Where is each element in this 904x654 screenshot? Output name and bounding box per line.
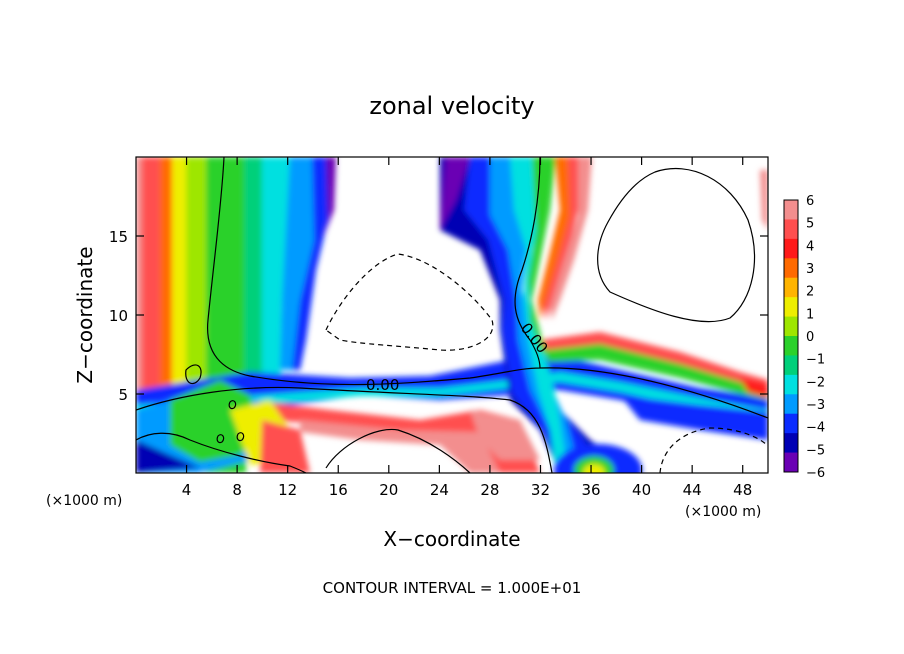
colorbar-tick-label: 0 (806, 330, 814, 345)
field-lowerleft-red (260, 420, 310, 473)
x-tick-label: 16 (329, 481, 348, 499)
x-tick-label: 4 (182, 481, 192, 499)
colorbar-swatch (784, 394, 798, 415)
y-tick-label: 15 (109, 228, 128, 246)
colorbar-swatch (784, 433, 798, 454)
y-axis: 5 10 15 (109, 228, 768, 404)
field-band-lower-red (250, 400, 540, 473)
field-center-red (544, 157, 582, 320)
x-unit-label-right: (×1000 m) (685, 504, 761, 520)
y-tick-label: 5 (118, 386, 128, 404)
colorbar-tick-label: 5 (806, 217, 814, 232)
x-unit-label-left: (×1000 m) (46, 493, 122, 509)
x-tick-label: 32 (531, 481, 550, 499)
x-tick-label: 40 (632, 481, 651, 499)
colorbar-swatch (784, 277, 798, 298)
colorbar-swatch (784, 316, 798, 337)
field-right-top-pink (760, 170, 768, 230)
colorbar-swatch (784, 374, 798, 395)
field-center-purple (440, 157, 470, 230)
x-axis-label: X−coordinate (383, 527, 520, 551)
contour-lines (136, 157, 768, 473)
field-left-purple (322, 157, 336, 240)
field-rightedge-red (740, 378, 768, 398)
field-center-green (528, 157, 556, 360)
contour-positive-lowmid (325, 428, 471, 473)
colorbar-tick-label: −4 (806, 421, 825, 436)
contour-zero-lower (136, 386, 553, 473)
contour-interval-footer: CONTOUR INTERVAL = 1.000E+01 (323, 579, 582, 597)
colorbar-swatch (784, 355, 798, 376)
field-band-upper-green (545, 344, 768, 400)
contour-positive-right (597, 168, 755, 323)
colorbar-swatch (784, 219, 798, 240)
field-blob-yellow (583, 464, 605, 473)
chart-title: zonal velocity (369, 92, 534, 120)
colorbar-swatch (784, 413, 798, 434)
field-band-lower-pink (300, 420, 500, 473)
colorbar-tick-label: −2 (806, 375, 825, 390)
x-tick-label: 44 (683, 481, 702, 499)
field-left-lightblue (280, 157, 318, 370)
field-lowerleft-darkblue (136, 440, 200, 473)
field-right-lower-blue (620, 395, 768, 440)
field-left-blue (292, 157, 332, 370)
field-band-lightblue (136, 372, 768, 420)
contour-small-loop-1 (185, 364, 202, 385)
colorbar-tick-label: −1 (806, 353, 825, 368)
plot-area (136, 157, 768, 473)
colorbar-swatch (784, 200, 798, 220)
colorbar-swatch (784, 336, 798, 356)
colorbar-swatch (784, 297, 798, 318)
field-center-pink (550, 157, 592, 320)
field-center-blue (464, 157, 600, 473)
x-tick-label: 8 (232, 481, 242, 499)
colorbar-tick-label: −6 (806, 466, 825, 481)
colorbar-tick-label: 6 (806, 194, 814, 209)
colorbar-tick-label: 1 (806, 307, 814, 322)
x-tick-label: 28 (480, 481, 499, 499)
field-left-seagreen (244, 157, 266, 387)
y-tick-label: 10 (109, 307, 128, 325)
contour-small-loop-3 (216, 434, 225, 444)
colorbar-frame (783, 199, 799, 473)
contour-small-loop-4 (236, 432, 245, 442)
colorbar-swatch (784, 258, 798, 279)
x-tick-label: 20 (379, 481, 398, 499)
colorbar-tick-label: 2 (806, 285, 814, 300)
colorbar-swatch (784, 452, 798, 473)
contour-zero-left (207, 157, 768, 419)
colorbar-swatch (784, 238, 798, 259)
colorbar (783, 199, 799, 473)
contour-negative-lowright (659, 427, 768, 473)
x-axis: 4 8 12 16 20 24 28 32 36 40 44 48 (182, 157, 752, 499)
field-center-lightblue (490, 157, 580, 473)
contour-zero-center (514, 157, 541, 369)
x-tick-label: 48 (733, 481, 752, 499)
colorbar-tick-label: 4 (806, 239, 814, 254)
field-right-lower-pink (470, 410, 540, 460)
field-center-cyan (510, 157, 568, 473)
x-tick-label: 12 (278, 481, 297, 499)
contour-label-1: 0.00 (366, 376, 399, 394)
contour-zero-lowerleft (136, 432, 307, 473)
y-axis-label: Z−coordinate (73, 246, 97, 383)
colorbar-tick-label: −5 (806, 443, 825, 458)
colorbar-labels: 6 5 4 3 2 1 0 −1 −2 −3 −4 −5 −6 (806, 194, 825, 481)
contour-small-loop-2 (228, 400, 237, 410)
colorbar-tick-label: −3 (806, 398, 825, 413)
colorbar-tick-label: 3 (806, 262, 814, 277)
x-tick-label: 24 (430, 481, 449, 499)
x-tick-label: 36 (581, 481, 600, 499)
